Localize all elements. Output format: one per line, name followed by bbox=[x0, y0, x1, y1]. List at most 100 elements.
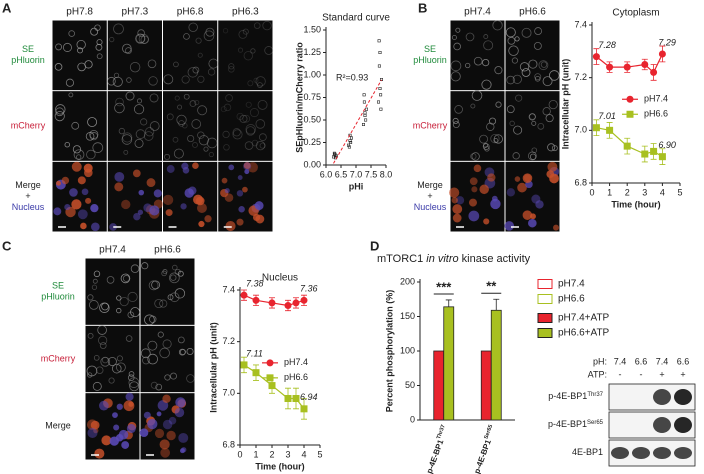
x-axis-label: Time (hour) bbox=[255, 461, 304, 471]
point bbox=[362, 100, 366, 104]
cell bbox=[122, 275, 130, 282]
row-label: pHluorin bbox=[413, 55, 447, 65]
micrograph bbox=[52, 20, 107, 91]
cell bbox=[122, 43, 132, 54]
cell bbox=[147, 418, 158, 430]
cell bbox=[470, 153, 477, 160]
cell bbox=[127, 374, 135, 381]
cell bbox=[528, 113, 536, 121]
value-label: 7.11 bbox=[246, 348, 263, 358]
cell bbox=[450, 71, 461, 82]
cell bbox=[112, 412, 118, 419]
row-label: pHluorin bbox=[41, 292, 75, 302]
cell bbox=[149, 205, 160, 216]
cell bbox=[92, 142, 104, 153]
cell bbox=[159, 347, 170, 359]
cell bbox=[113, 23, 124, 35]
point bbox=[292, 299, 300, 307]
cell bbox=[186, 347, 194, 356]
cell bbox=[203, 146, 209, 152]
y-tick-label: 200 bbox=[400, 276, 415, 286]
blot-row-label: 4E-BP1 bbox=[572, 447, 603, 457]
cell bbox=[255, 119, 266, 129]
point bbox=[650, 68, 658, 76]
bar bbox=[443, 306, 455, 421]
cell bbox=[174, 268, 181, 275]
cell bbox=[195, 37, 202, 44]
blot-row-name: p-4E-BP1 bbox=[548, 391, 587, 401]
cell bbox=[125, 47, 132, 54]
cell bbox=[91, 284, 98, 290]
chart-title-part: mTORC1 bbox=[377, 253, 423, 265]
legend-marker bbox=[266, 374, 274, 382]
cell bbox=[160, 448, 171, 458]
cell bbox=[170, 372, 177, 380]
cell bbox=[90, 203, 99, 213]
cell bbox=[522, 210, 533, 220]
cell bbox=[115, 97, 124, 107]
cell bbox=[142, 356, 150, 365]
cell bbox=[542, 107, 551, 116]
cell bbox=[203, 30, 215, 42]
row-label: SE bbox=[52, 281, 64, 291]
cell bbox=[553, 224, 559, 231]
point bbox=[592, 53, 600, 61]
cell bbox=[162, 419, 173, 430]
cell bbox=[255, 140, 266, 151]
point bbox=[592, 124, 600, 132]
value-label: 7.29 bbox=[658, 37, 676, 47]
cell bbox=[175, 397, 186, 408]
cell bbox=[97, 325, 107, 335]
point bbox=[623, 142, 631, 150]
point bbox=[378, 50, 382, 54]
cell bbox=[551, 145, 558, 152]
cell bbox=[206, 137, 218, 149]
cell bbox=[121, 199, 131, 210]
cell bbox=[98, 400, 109, 411]
cell bbox=[186, 374, 195, 383]
significance: ** bbox=[486, 279, 497, 294]
cell bbox=[94, 24, 101, 31]
x-tick-label: 3 bbox=[642, 187, 647, 197]
cell bbox=[237, 175, 243, 181]
point bbox=[376, 100, 380, 104]
cell bbox=[450, 60, 462, 72]
cell bbox=[228, 63, 235, 70]
y-tick-label: 0.00 bbox=[303, 159, 321, 169]
cell bbox=[236, 218, 244, 226]
row-label: pHluorin bbox=[11, 55, 45, 65]
panel-label: C bbox=[2, 238, 12, 253]
x-tick-label: 2 bbox=[625, 187, 630, 197]
cell bbox=[208, 58, 219, 69]
cell bbox=[255, 214, 265, 224]
y-axis-label: Percent phosphorylation (%) bbox=[384, 290, 394, 413]
cell bbox=[136, 98, 143, 104]
cell bbox=[222, 28, 229, 34]
cell bbox=[137, 209, 144, 215]
cell bbox=[107, 76, 116, 86]
cell bbox=[116, 295, 122, 301]
cell bbox=[483, 34, 489, 40]
x-tick-label: p-4E-BP1Thr37 bbox=[424, 424, 450, 474]
point bbox=[641, 61, 649, 68]
value-label: 7.38 bbox=[246, 279, 264, 289]
cell bbox=[162, 194, 174, 206]
blot-lane: 6.6 bbox=[677, 356, 690, 366]
blot-lane: 7.4 bbox=[656, 356, 669, 366]
cell bbox=[126, 424, 136, 434]
point bbox=[361, 123, 365, 127]
y-tick-label: 6.8 bbox=[222, 439, 235, 449]
y-tick-label: 1.50 bbox=[303, 24, 321, 34]
micrograph bbox=[52, 161, 107, 232]
cell bbox=[166, 165, 175, 173]
point bbox=[252, 369, 260, 377]
cell bbox=[484, 146, 490, 152]
cell bbox=[140, 118, 148, 126]
cell bbox=[508, 45, 519, 56]
cell bbox=[192, 66, 200, 74]
cell bbox=[537, 122, 545, 130]
cell bbox=[71, 121, 80, 130]
cell bbox=[149, 121, 160, 131]
cell bbox=[452, 121, 460, 129]
